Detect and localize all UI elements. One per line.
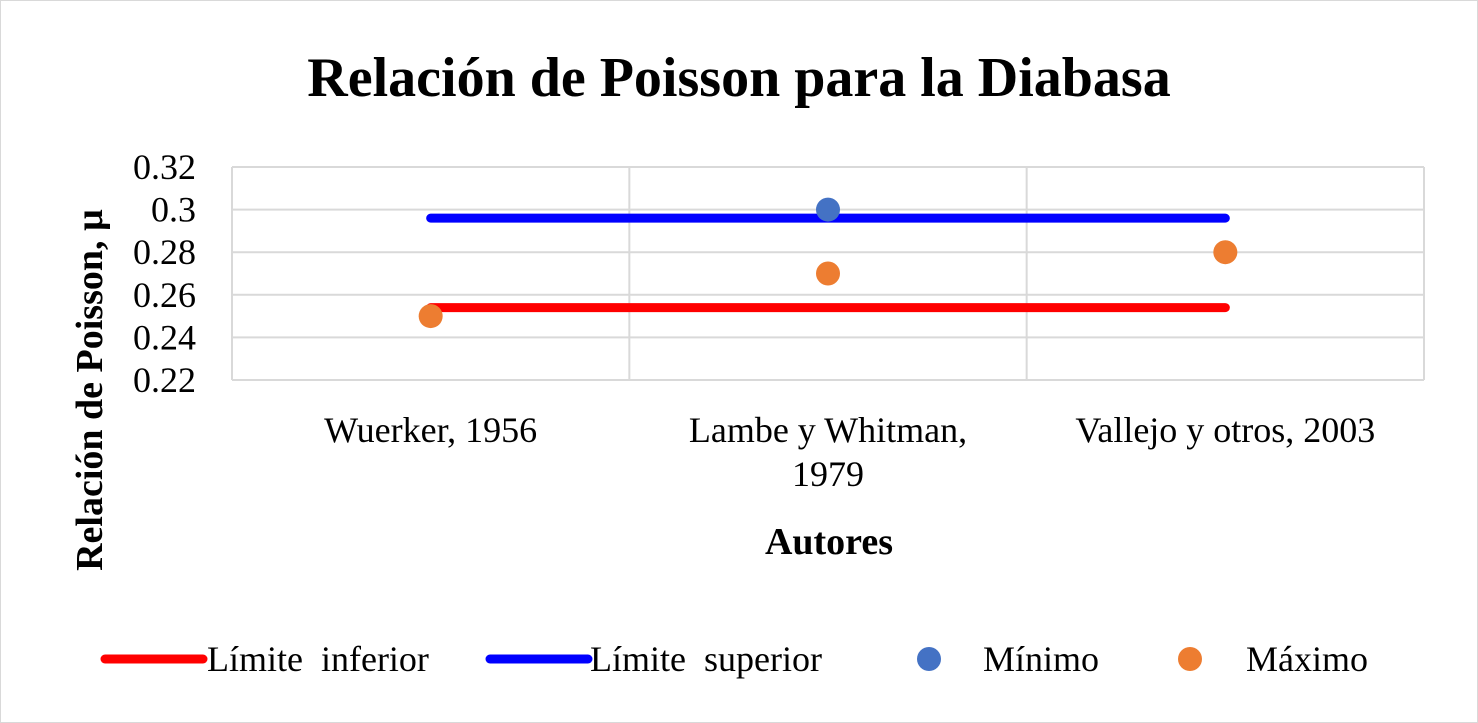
legend-label: Límite inferior <box>207 639 429 679</box>
legend-label: Mínimo <box>983 639 1099 679</box>
x-tick-label: Wuerker, 1956 <box>324 410 537 450</box>
y-tick-label: 0.32 <box>133 147 196 187</box>
data-point <box>816 261 840 286</box>
legend-label: Límite superior <box>590 639 822 679</box>
data-point <box>1213 240 1238 265</box>
data-point <box>418 304 443 329</box>
y-axis-label: Relación de Poisson, µ <box>69 209 111 571</box>
legend-label: Máximo <box>1246 639 1368 679</box>
chart-title: Relación de Poisson para la Diabasa <box>307 47 1170 109</box>
legend: Límite inferior Límite superior Mínimo Máxi… <box>100 639 1368 679</box>
legend-marker-swatch <box>917 647 941 671</box>
y-tick-label: 0.26 <box>133 275 196 315</box>
x-tick-label: Vallejo y otros, 2003 <box>1075 410 1375 450</box>
y-tick-label: 0.28 <box>133 232 196 272</box>
series-group <box>418 197 1238 329</box>
y-tick-label: 0.22 <box>133 360 196 400</box>
y-tick-label: 0.3 <box>151 190 196 230</box>
x-tick-labels: Wuerker, 1956 Lambe y Whitman, 1979 Vallejo… <box>324 410 1375 494</box>
y-tick-labels: 0.220.240.260.280.30.32 <box>133 147 196 400</box>
legend-marker-swatch <box>1178 647 1202 671</box>
x-tick-label: Lambe y Whitman, 1979 <box>689 410 967 494</box>
gridlines <box>231 166 1425 381</box>
y-tick-label: 0.24 <box>133 317 196 357</box>
x-axis-label: Autores <box>765 521 893 563</box>
data-point <box>816 197 840 222</box>
